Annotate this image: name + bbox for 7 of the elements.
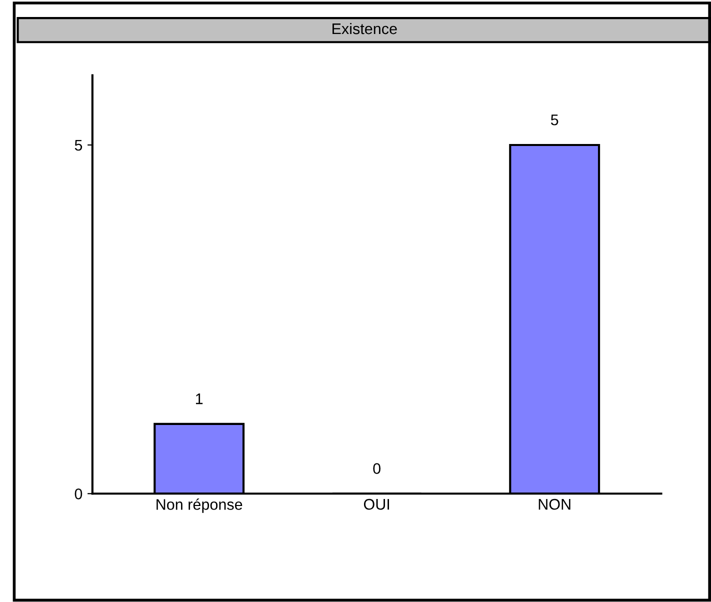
x-tick-label: Non réponse	[156, 498, 242, 513]
chart-title: Existence	[332, 22, 397, 34]
data-label: 1	[196, 394, 203, 404]
data-label: 0	[373, 463, 380, 474]
data-label: 5	[550, 114, 558, 126]
x-tick-label: OUI	[364, 498, 389, 510]
x-tick-label: NON	[538, 498, 570, 510]
